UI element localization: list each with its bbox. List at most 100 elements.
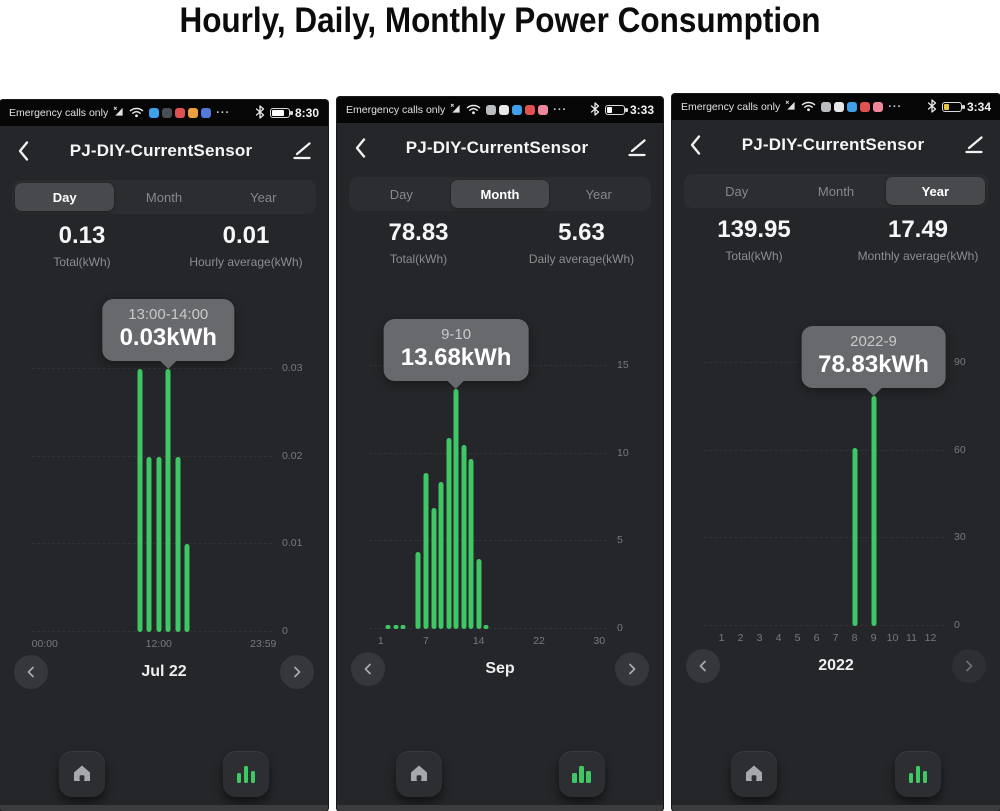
stat-average-label: Daily average(kWh) [528, 252, 635, 266]
statistics-button[interactable] [895, 751, 941, 797]
y-axis-label: 0 [954, 619, 960, 631]
signal-icon [785, 100, 796, 114]
tab-month[interactable]: Month [450, 180, 550, 208]
chart-bar[interactable] [385, 625, 391, 629]
bottom-toolbar [672, 751, 1000, 797]
period-tabs: Day Month Year [349, 177, 651, 211]
plot-area [369, 353, 607, 629]
x-axis-label: 1 [377, 635, 384, 647]
chart-bar[interactable] [468, 459, 474, 629]
chart-tooltip: 13:00-14:00 0.03kWh [102, 299, 234, 370]
chart-bar[interactable] [184, 544, 190, 632]
chart-bar[interactable] [483, 625, 489, 629]
tab-year[interactable]: Year [549, 180, 648, 208]
status-bar: Emergency calls only ··· 3:34 [672, 94, 1000, 120]
chart-bar[interactable] [393, 625, 399, 629]
phone-bottom-edge [337, 805, 663, 811]
y-axis-label: 15 [617, 359, 629, 372]
tooltip-range: 2022-9 [850, 332, 897, 350]
chart-bar[interactable] [476, 558, 482, 629]
carrier-text: Emergency calls only [681, 101, 781, 113]
summary-stats: 78.83 Total(kWh) 5.63 Daily average(kWh) [337, 219, 663, 266]
bar-chart-icon [908, 765, 928, 783]
home-button[interactable] [731, 751, 777, 797]
device-title: PJ-DIY-CurrentSensor [741, 135, 925, 154]
period-navigator: Jul 22 [0, 652, 328, 692]
edit-button[interactable] [962, 133, 986, 157]
bottom-toolbar [337, 751, 663, 797]
tooltip-range: 13:00-14:00 [128, 306, 209, 324]
home-button[interactable] [395, 751, 442, 797]
chart-bar[interactable] [431, 508, 436, 629]
tab-day[interactable]: Day [687, 177, 786, 205]
statistics-button[interactable] [558, 751, 605, 797]
y-axis-label: 0 [282, 625, 288, 637]
y-axis-label: 60 [954, 443, 966, 456]
back-button[interactable] [686, 132, 704, 158]
back-button[interactable] [351, 135, 369, 161]
x-axis-label: 00:00 [31, 638, 58, 650]
chart-bar[interactable] [852, 447, 857, 626]
x-axis-label: 22 [533, 635, 545, 647]
tab-month[interactable]: Month [786, 177, 885, 205]
chart-bar[interactable] [146, 456, 152, 632]
next-period-button[interactable] [615, 652, 649, 686]
tab-day[interactable]: Day [352, 180, 451, 208]
chart-bar[interactable] [156, 456, 162, 632]
x-axis-label: 10 [886, 632, 899, 644]
battery-icon [269, 108, 293, 118]
chart-bar[interactable] [165, 369, 171, 632]
tooltip-pointer-icon [159, 360, 178, 370]
edit-button[interactable] [625, 136, 649, 160]
more-notifications-icon: ··· [553, 104, 568, 116]
previous-period-button[interactable] [351, 652, 385, 686]
chart-bar[interactable] [415, 551, 421, 629]
notification-app-icon [512, 105, 523, 115]
chart-bar[interactable] [461, 445, 467, 629]
page-title: Hourly, Daily, Monthly Power Consumption [179, 1, 821, 40]
tab-year[interactable]: Year [885, 177, 985, 205]
notification-icons [486, 105, 549, 115]
chart-bar[interactable] [438, 481, 444, 629]
y-axis-label: 90 [954, 356, 966, 369]
chart-bar[interactable] [400, 625, 406, 629]
stat-total-label: Total(kWh) [389, 252, 448, 266]
notification-app-icon [847, 102, 858, 112]
tab-day[interactable]: Day [15, 183, 115, 211]
tooltip-value: 13.68kWh [400, 344, 512, 372]
period-label: 2022 [818, 657, 854, 674]
next-period-button[interactable] [280, 655, 314, 689]
device-title: PJ-DIY-CurrentSensor [69, 141, 253, 160]
notification-app-icon [860, 102, 871, 112]
y-axis-label: 30 [954, 531, 966, 544]
chart-bar[interactable] [871, 395, 876, 626]
chart-bar[interactable] [423, 473, 429, 629]
chart-bar[interactable] [137, 369, 143, 632]
home-button[interactable] [59, 751, 105, 797]
tab-month[interactable]: Month [114, 183, 213, 211]
tab-year[interactable]: Year [214, 183, 313, 211]
period-navigator: 2022 [672, 646, 1000, 686]
phone-bottom-edge [672, 805, 1000, 811]
wifi-icon [129, 106, 144, 121]
y-axis-label: 5 [617, 534, 623, 547]
next-period-button[interactable] [952, 649, 986, 683]
wifi-icon [801, 100, 816, 115]
chart-bar[interactable] [175, 456, 181, 632]
bottom-toolbar [0, 751, 328, 797]
chart-bar[interactable] [453, 389, 459, 629]
period-label: Jul 22 [141, 663, 187, 680]
back-button[interactable] [14, 138, 32, 164]
previous-period-button[interactable] [14, 655, 48, 689]
edit-button[interactable] [290, 139, 314, 163]
app-header: PJ-DIY-CurrentSensor [672, 120, 1000, 170]
statistics-button[interactable] [223, 751, 269, 797]
notification-app-icon [486, 105, 497, 115]
chart-bar[interactable] [446, 438, 452, 629]
home-icon [408, 762, 430, 787]
app-header: PJ-DIY-CurrentSensor [337, 123, 663, 173]
stat-average-label: Hourly average(kWh) [189, 255, 303, 269]
previous-period-button[interactable] [686, 649, 720, 683]
stat-average-label: Monthly average(kWh) [857, 249, 979, 263]
notification-icons [821, 102, 884, 112]
